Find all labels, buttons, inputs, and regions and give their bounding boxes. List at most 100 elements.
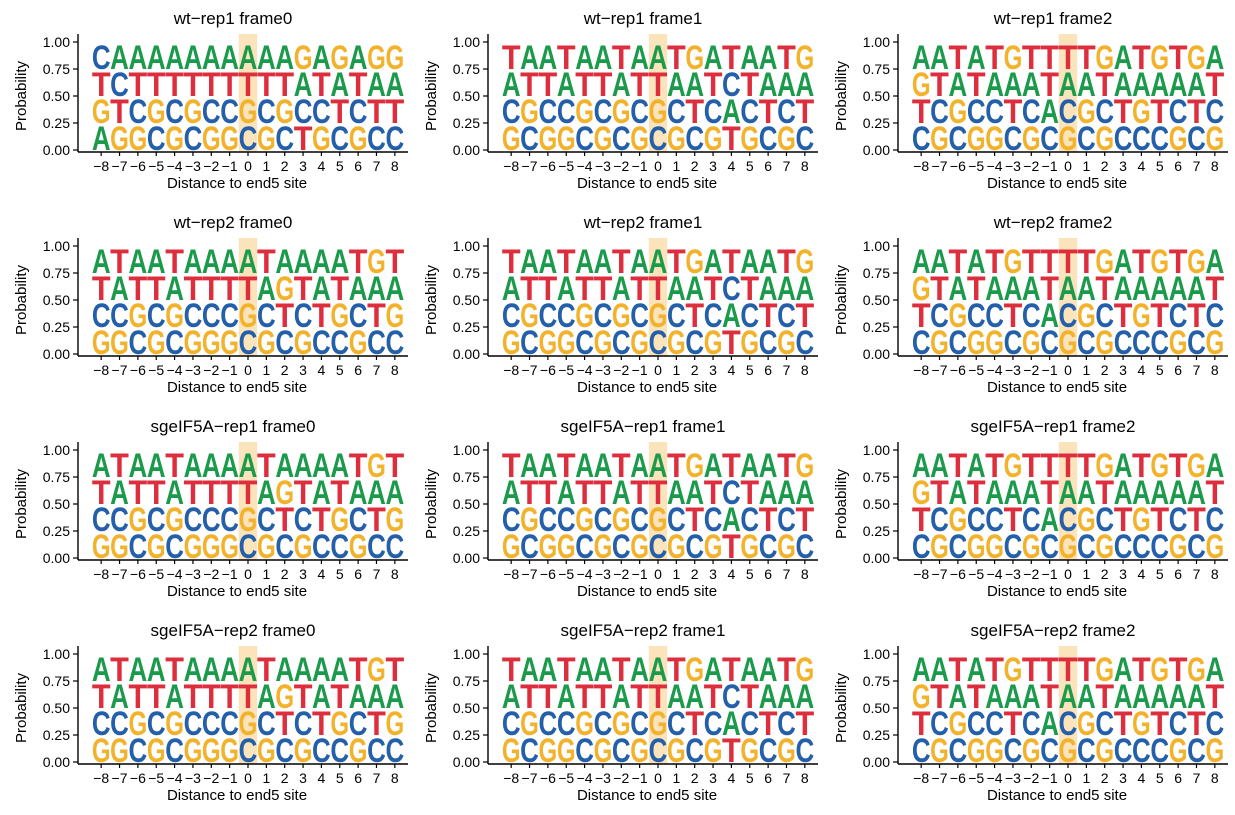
x-tick-label: 1 (1082, 362, 1090, 378)
logo-letter: A (557, 679, 576, 716)
logo-letter: G (1022, 324, 1041, 362)
logo-letter: G (1095, 39, 1114, 77)
x-tick-label: −2 (613, 158, 629, 174)
logo-letter: C (275, 733, 294, 770)
logo-letter: T (1169, 650, 1188, 688)
logo-letter: C (967, 94, 986, 131)
x-tick-label: 5 (746, 770, 754, 786)
logo-letter: A (777, 475, 796, 512)
x-tick-label: −5 (968, 362, 984, 378)
logo-letter: A (147, 40, 166, 77)
logo-letter: A (630, 244, 649, 281)
logo-letter: C (520, 733, 539, 770)
x-tick-label: 1 (672, 566, 680, 582)
highlight-band (1058, 646, 1078, 764)
x-tick-label: −3 (1005, 566, 1021, 582)
x-tick-label: 2 (691, 770, 699, 786)
logo-letter: C (147, 298, 166, 335)
logo-letter: C (184, 706, 203, 743)
logo-letter: A (1040, 94, 1059, 131)
highlight-band (1058, 238, 1078, 356)
logo-letter: A (685, 475, 704, 512)
logo-letter: C (557, 298, 576, 335)
logo-letter: T (1077, 242, 1096, 280)
logo-letter: A (612, 67, 631, 104)
y-tick-label: 0.50 (863, 496, 890, 512)
x-axis-title: Distance to end5 site (987, 175, 1127, 192)
logo-letter: C (1187, 529, 1206, 566)
logo-letter: C (1205, 502, 1224, 539)
logo-letter: A (949, 271, 968, 308)
highlight-band (1058, 442, 1078, 560)
logo-letter: T (367, 500, 386, 538)
logo-letter: A (257, 679, 276, 716)
x-tick-label: 3 (709, 770, 717, 786)
logo-letter: C (985, 502, 1004, 539)
logo-letter: A (930, 244, 949, 281)
logo-letter: T (539, 473, 558, 511)
logo-letter: C (520, 121, 539, 158)
x-tick-label: 2 (281, 158, 289, 174)
logo-letter: C (1059, 298, 1078, 335)
x-tick-label: −3 (185, 158, 201, 174)
logo-letter: T (147, 65, 166, 103)
y-tick-label: 0.25 (453, 727, 480, 743)
logo-letter: T (184, 269, 203, 307)
x-tick-label: 1 (1082, 158, 1090, 174)
logo-letter: A (949, 67, 968, 104)
logo-letter: C (257, 502, 276, 539)
logo-letter: A (165, 679, 184, 716)
logo-letter: T (239, 65, 258, 103)
logo-letter: G (502, 120, 521, 158)
logo-letter: G (1205, 732, 1224, 770)
logo-letter: T (777, 38, 796, 76)
logo-letter: A (294, 652, 313, 689)
logo-letter: A (795, 679, 814, 716)
logo-letter: C (740, 298, 759, 335)
logo-letter: C (649, 121, 668, 158)
x-tick-label: 4 (1138, 158, 1146, 174)
y-tick-label: 1.00 (43, 442, 70, 458)
logo-letter: C (967, 706, 986, 743)
logo-letter: T (1040, 269, 1059, 307)
logo-letter: C (649, 733, 668, 770)
logo-letter: A (949, 475, 968, 512)
logo-letter: A (520, 652, 539, 689)
logo-letter: G (575, 705, 594, 743)
logo-letter: G (949, 501, 968, 539)
logo-letter: A (202, 448, 221, 485)
logo-letter: G (184, 324, 203, 362)
x-tick-label: 2 (1101, 566, 1109, 582)
x-tick-label: −5 (558, 158, 574, 174)
logo-letter: G (220, 732, 239, 770)
logo-letter: T (557, 242, 576, 280)
logo-letter: A (1150, 271, 1169, 308)
logo-letter: G (502, 324, 521, 362)
x-tick-label: −7 (112, 770, 128, 786)
logo-letter: A (912, 40, 931, 77)
logo-letter: G (557, 120, 576, 158)
logo-letter: G (912, 66, 931, 104)
logo-letter: A (275, 652, 294, 689)
logo-letter: C (759, 733, 778, 770)
logo-letter: C (1022, 502, 1041, 539)
x-tick-label: −5 (968, 158, 984, 174)
x-tick-label: 4 (318, 566, 326, 582)
logo-letter: A (539, 652, 558, 689)
logo-letter: C (685, 529, 704, 566)
logo-letter: T (502, 650, 521, 688)
logo-letter: T (294, 677, 313, 715)
logo-letter: G (912, 270, 931, 308)
logo-letter: C (220, 298, 239, 335)
logo-letter: T (312, 296, 331, 334)
y-tick-label: 0.75 (453, 469, 480, 485)
x-tick-label: 4 (1138, 566, 1146, 582)
logo-letter: G (165, 120, 184, 158)
logo-letter: G (967, 732, 986, 770)
logo-letter: C (667, 502, 686, 539)
logo-letter: G (1059, 120, 1078, 158)
logo-letter: C (630, 706, 649, 743)
logo-letter: C (129, 325, 148, 362)
logo-letter: G (1004, 447, 1023, 485)
logo-panel: wt−rep2 frame1 0.00 0.25 0.50 0.75 1.00 −8 −7 −6… (423, 213, 818, 396)
